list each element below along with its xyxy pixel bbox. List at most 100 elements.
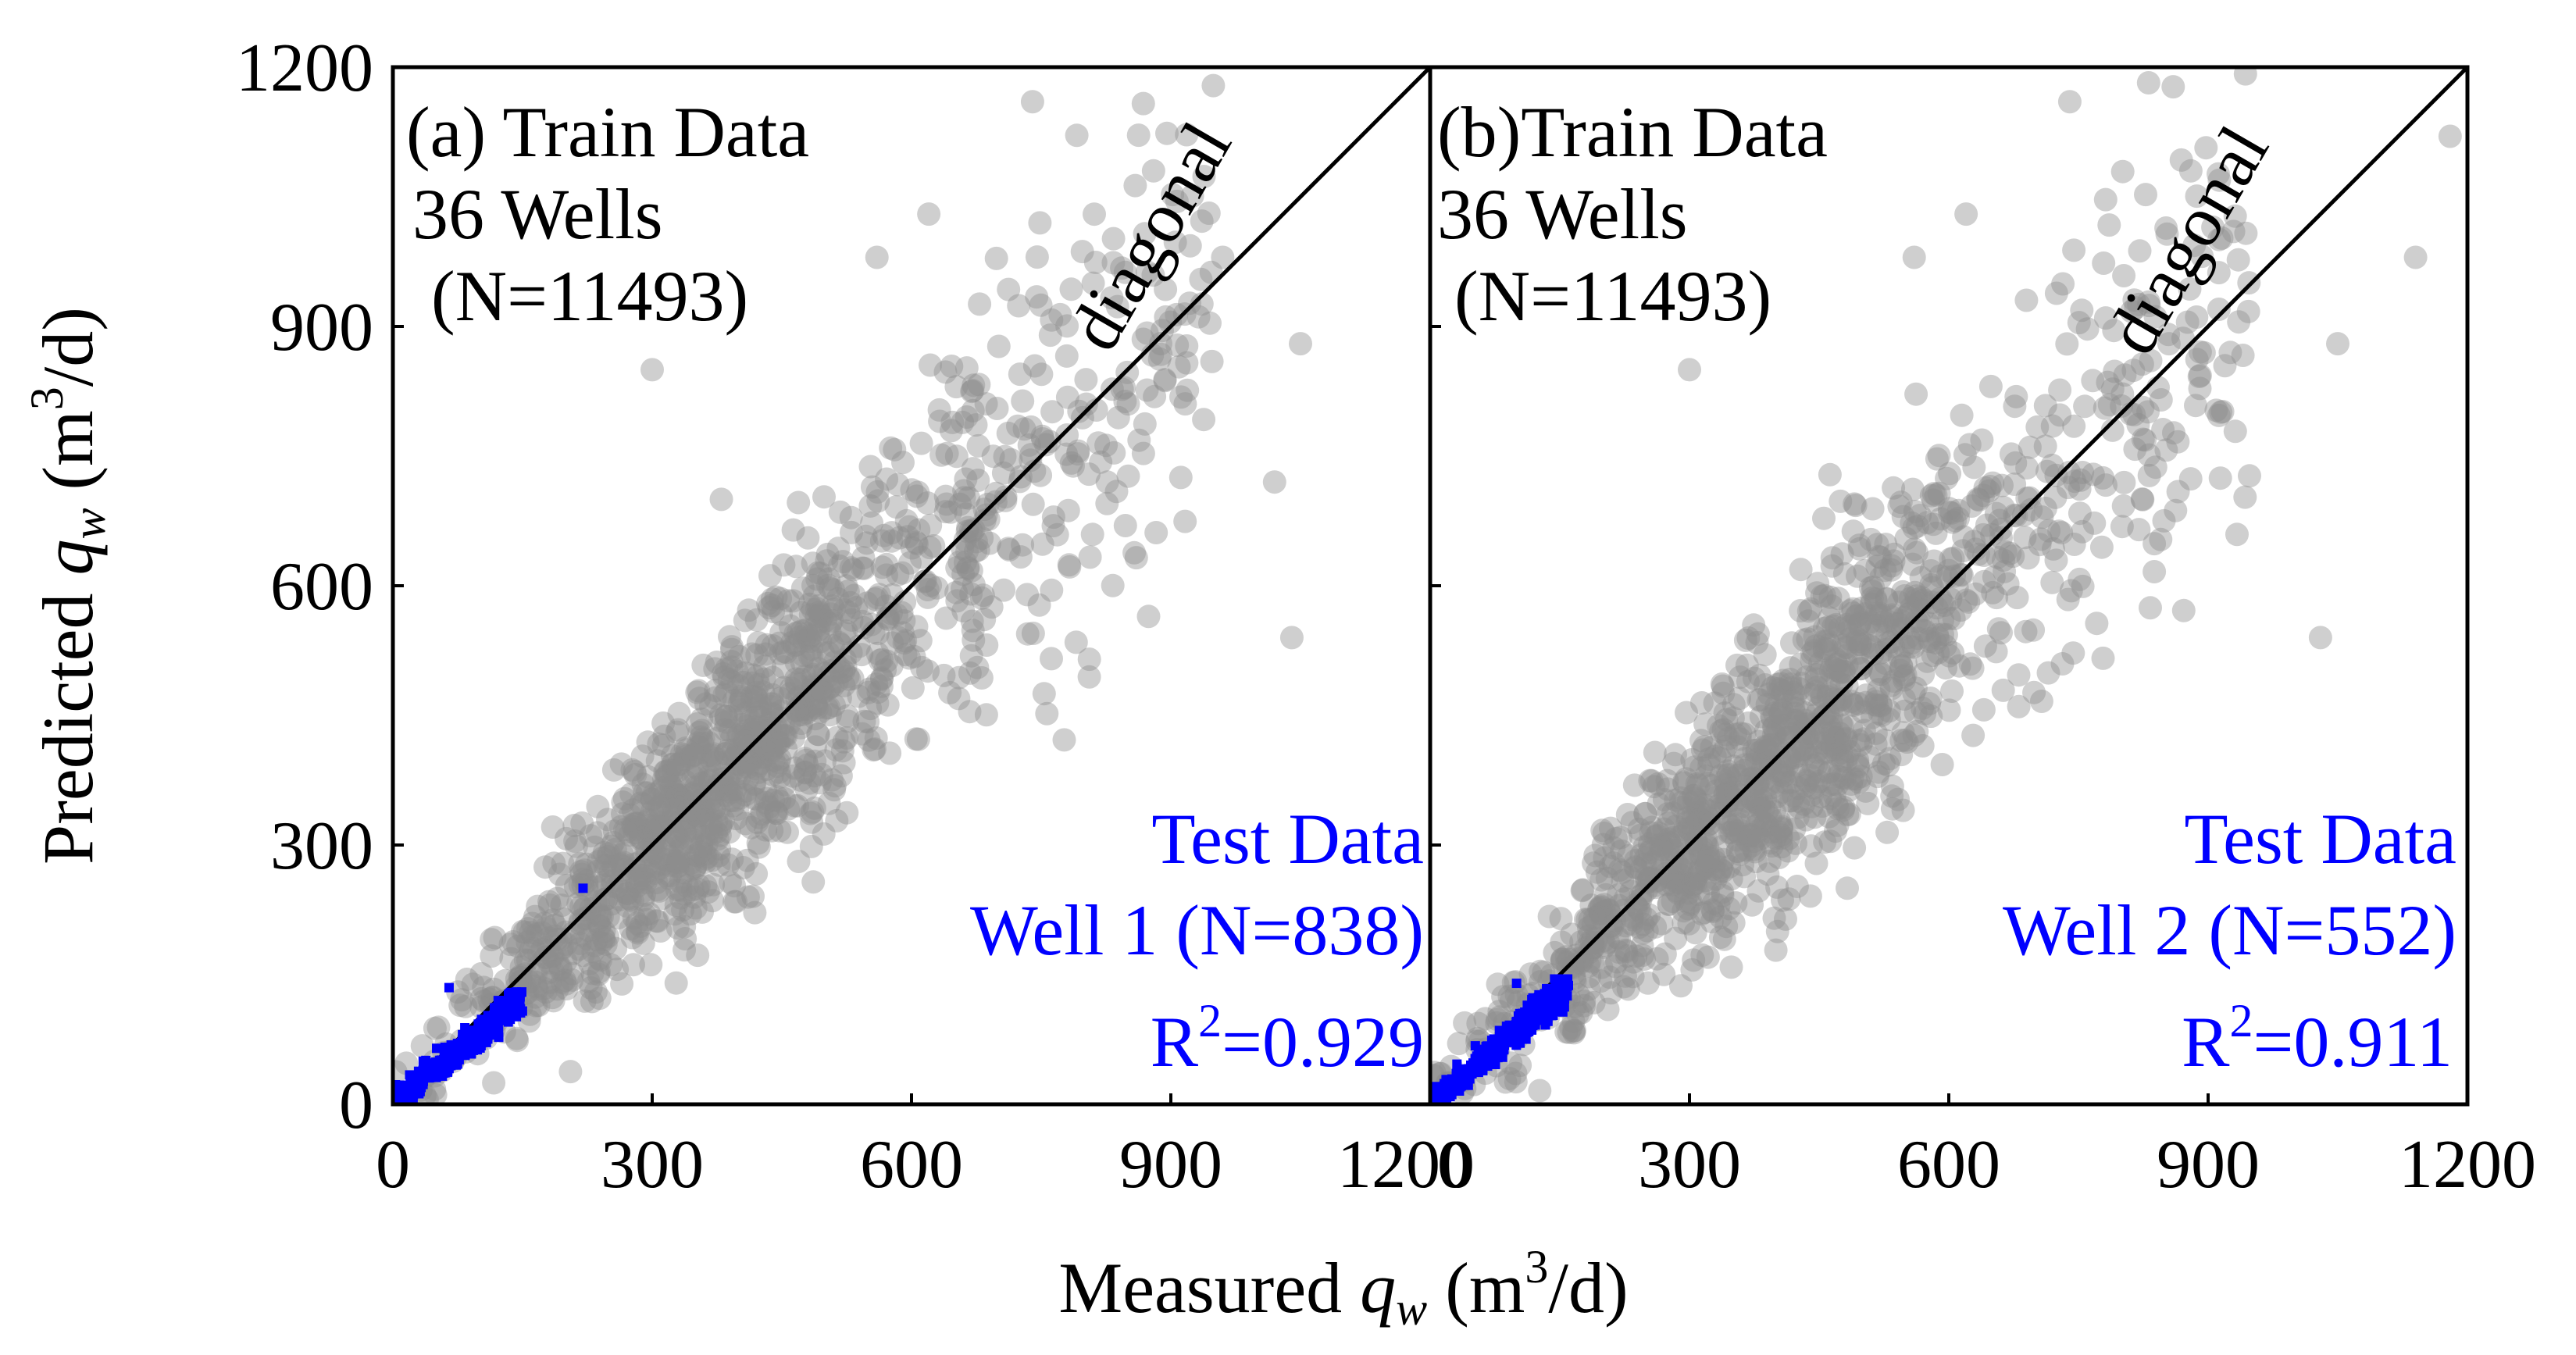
train-point xyxy=(1836,803,1860,827)
train-point xyxy=(1045,522,1069,547)
train-point xyxy=(1688,807,1712,831)
train-point xyxy=(1813,703,1837,726)
train-point xyxy=(975,633,999,657)
train-point xyxy=(1011,389,1035,413)
train-point xyxy=(546,952,570,976)
train-point xyxy=(2182,234,2207,258)
train-point xyxy=(810,762,833,786)
train-point xyxy=(1767,809,1791,833)
train-point xyxy=(1768,678,1793,702)
train-point xyxy=(860,475,884,499)
train-point xyxy=(869,667,894,691)
train-point xyxy=(1669,791,1693,815)
train-point xyxy=(526,894,550,918)
train-point xyxy=(2154,216,2178,240)
train-point xyxy=(874,594,898,619)
train-point xyxy=(586,910,610,933)
train-point xyxy=(839,556,863,580)
train-point xyxy=(1763,723,1787,747)
train-point xyxy=(1737,768,1761,792)
train-point xyxy=(1908,504,1932,527)
train-point xyxy=(688,789,712,813)
train-point xyxy=(1571,878,1595,902)
train-point xyxy=(589,905,612,929)
train-point xyxy=(1643,740,1667,765)
test-point xyxy=(497,1001,507,1011)
train-point xyxy=(1582,990,1606,1014)
train-point xyxy=(2121,358,2146,383)
train-point xyxy=(740,689,764,713)
train-point xyxy=(1746,790,1770,815)
train-point xyxy=(1847,770,1871,794)
train-point xyxy=(840,520,863,544)
train-point xyxy=(726,724,750,748)
train-point xyxy=(812,680,836,704)
train-point xyxy=(1771,764,1795,788)
train-point xyxy=(1927,444,1951,468)
train-point xyxy=(1095,470,1119,494)
train-point xyxy=(755,633,779,657)
test-point xyxy=(416,1072,426,1081)
train-point xyxy=(608,887,632,911)
train-point xyxy=(1827,650,1851,674)
train-point xyxy=(1848,633,1872,657)
train-point xyxy=(1639,867,1664,891)
train-point xyxy=(2308,626,2332,650)
train-point xyxy=(872,523,896,547)
train-point xyxy=(2208,466,2232,490)
train-point xyxy=(835,726,859,750)
train-point xyxy=(1818,585,1843,609)
train-point xyxy=(1757,772,1781,797)
train-point xyxy=(554,972,578,996)
train-point xyxy=(680,878,705,902)
train-point xyxy=(876,606,899,630)
train-point xyxy=(705,827,730,851)
train-point xyxy=(631,864,655,887)
train-point xyxy=(637,808,660,832)
train-point xyxy=(834,574,858,598)
train-point xyxy=(1820,546,1844,570)
train-point xyxy=(2044,463,2068,487)
train-point xyxy=(966,433,990,458)
train-point xyxy=(965,655,990,679)
train-point xyxy=(794,760,817,784)
train-point xyxy=(1853,558,1877,583)
train-point xyxy=(2057,461,2082,484)
train-point xyxy=(1569,1000,1593,1025)
train-point xyxy=(1578,965,1602,989)
train-point xyxy=(958,700,982,724)
train-point xyxy=(758,738,783,762)
train-point xyxy=(1143,384,1167,408)
train-point xyxy=(651,767,676,791)
train-point xyxy=(1755,814,1779,838)
train-point xyxy=(1563,1018,1586,1043)
train-point xyxy=(801,597,825,622)
train-point xyxy=(917,202,941,226)
train-point xyxy=(829,764,853,788)
train-point xyxy=(1889,743,1914,767)
train-point xyxy=(1829,672,1854,697)
train-point xyxy=(633,867,657,890)
train-point xyxy=(1550,930,1574,954)
train-point xyxy=(765,754,789,778)
train-point xyxy=(1623,855,1647,879)
train-point xyxy=(1728,665,1752,690)
train-point xyxy=(1808,651,1832,676)
train-point xyxy=(1846,754,1870,779)
train-point xyxy=(394,1051,419,1075)
train-point xyxy=(1882,542,1907,566)
train-point xyxy=(768,747,792,771)
train-point xyxy=(1158,310,1183,334)
train-point xyxy=(1682,790,1706,814)
train-point xyxy=(2100,377,2125,401)
train-point xyxy=(1821,772,1846,796)
train-point xyxy=(1607,883,1630,907)
train-point xyxy=(1957,590,1981,614)
train-point xyxy=(1028,211,1052,235)
train-point xyxy=(612,786,637,811)
train-point xyxy=(833,654,858,679)
train-point xyxy=(611,858,635,883)
train-point xyxy=(541,908,565,932)
train-point xyxy=(922,534,946,558)
train-point xyxy=(628,864,652,888)
